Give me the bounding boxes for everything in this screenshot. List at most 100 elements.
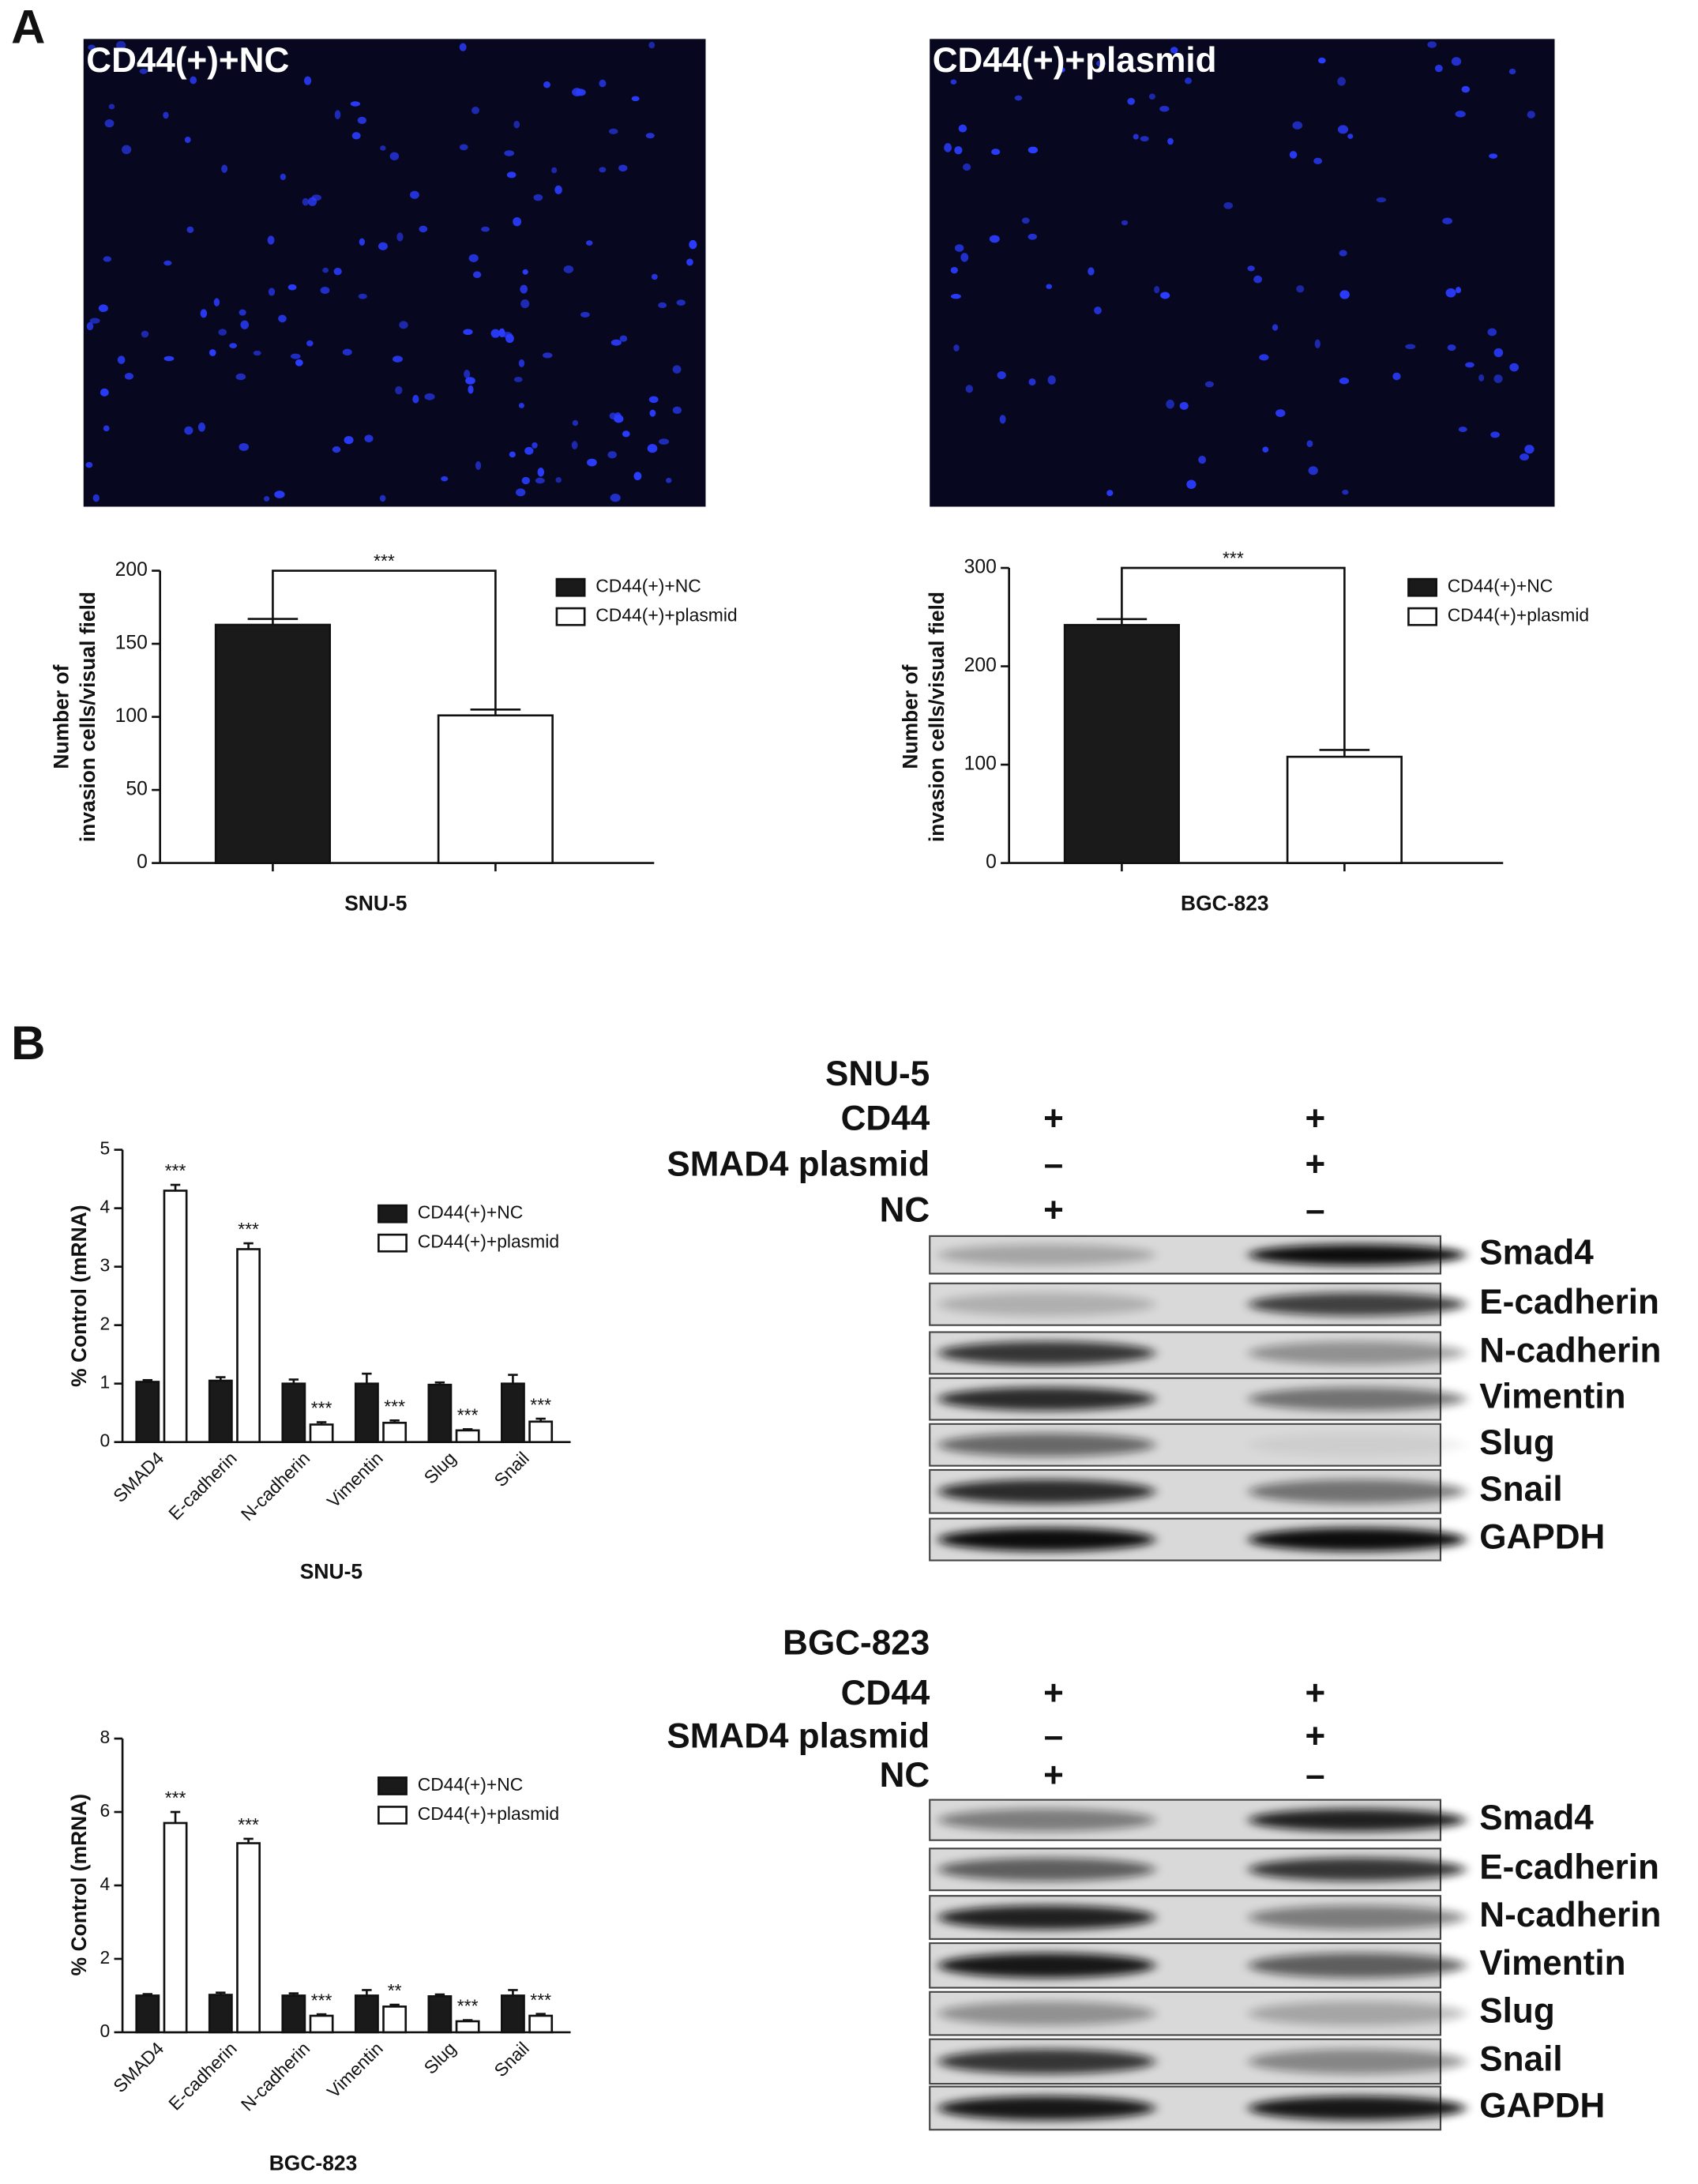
nucleus [535,477,545,484]
nucleus [481,226,490,232]
nucleus [459,144,468,151]
blot-protein: Smad4 [1479,1799,1594,1837]
nucleus [1524,445,1535,454]
nucleus [1427,41,1437,48]
nucleus [580,311,590,318]
bar [135,1381,160,1444]
y-tick-label: 1 [100,1372,111,1393]
legend-label: CD44(+)+NC [418,1202,524,1223]
blot-protein: E-cadherin [1479,1848,1659,1886]
nucleus [1160,291,1170,299]
nucleus [1455,111,1466,118]
nucleus [303,76,312,85]
y-tick-label: 200 [964,655,997,676]
nucleus [190,76,197,85]
nucleus [359,238,366,246]
bar [382,1421,408,1444]
nucleus [1148,93,1155,100]
nucleus [1223,201,1234,209]
nucleus [117,355,126,364]
nucleus [520,299,530,309]
nucleus [1520,453,1530,461]
nucleus [357,116,366,124]
y-tick-label: 5 [100,1138,111,1159]
nucleus [509,451,516,458]
blot-protein: Snail [1479,2040,1562,2079]
nucleus [1447,344,1456,351]
nucleus [631,96,640,101]
y-tick-label: 2 [100,1314,111,1334]
legend-swatch [555,577,586,597]
nucleus [618,164,628,172]
x-axis-label: BGC-823 [269,2151,358,2175]
blot-lane-sign: + [1043,1191,1064,1230]
nucleus [659,438,670,445]
blot-band [1248,1808,1466,1832]
nucleus [1127,97,1136,105]
blot-band [937,1905,1155,1930]
nucleus [263,495,270,502]
x-tick-label: E-cadherin [164,1448,241,1524]
blot-protein: Vimentin [1479,1944,1625,1983]
nucleus [380,145,386,151]
nucleus [619,335,628,342]
blot-band [1248,1479,1466,1504]
nucleus [1027,146,1039,154]
nucleus [991,148,1001,156]
blot-protein: N-cadherin [1479,1332,1661,1370]
y-axis-label: % Control (mRNA) [67,1794,91,1975]
nucleus [320,286,330,295]
nucleus [235,373,246,381]
significance-label: *** [374,551,395,571]
blot-protein: Slug [1479,1423,1554,1462]
blot-band [1248,1905,1466,1930]
blot-band [937,1953,1155,1979]
nucleus [1047,375,1056,385]
significance-label: *** [238,1814,259,1835]
nucleus [571,441,578,449]
blot-band [1248,1387,1466,1411]
nucleus [1434,64,1443,73]
blot-band [1248,1433,1466,1457]
significance-label: *** [530,1990,551,2010]
y-axis-label: invasion cells/visual field [925,592,949,842]
y-tick-label: 0 [100,2020,111,2041]
bar [135,1994,160,2034]
significance-bracket [1121,566,1346,750]
nucleus [342,348,352,356]
nucleus [513,120,520,129]
nucleus [351,132,361,140]
nucleus [108,103,115,110]
blot-band [937,1857,1155,1881]
nucleus [498,328,505,337]
blot-protein: Slug [1479,1992,1554,2031]
nucleus [554,185,562,194]
nucleus [1014,95,1023,101]
nucleus [306,340,314,347]
blot-lane-sign: + [1043,1756,1064,1795]
nucleus [184,136,191,144]
nucleus [1461,85,1471,93]
significance-label: ** [388,1980,402,2001]
nucleus [98,304,108,313]
nucleus [239,442,250,451]
blot-condition: CD44 [841,1674,930,1712]
image-title: CD44(+)+plasmid [933,41,1217,80]
significance-label: *** [1223,547,1244,568]
y-tick-label: 4 [100,1197,111,1217]
nucleus [1317,57,1326,64]
bar [236,1842,261,2034]
nucleus [989,235,1000,243]
blot-band [1248,2049,1466,2074]
nucleus [532,442,538,449]
bar [455,2020,480,2034]
nucleus [1272,324,1279,331]
significance-label: *** [165,1160,186,1181]
nucleus [599,79,607,88]
significance-label: *** [457,1996,479,2017]
nucleus [1445,288,1456,298]
nucleus [1046,284,1053,289]
nucleus [100,388,109,397]
nucleus [1167,137,1174,145]
nucleus [645,133,655,139]
